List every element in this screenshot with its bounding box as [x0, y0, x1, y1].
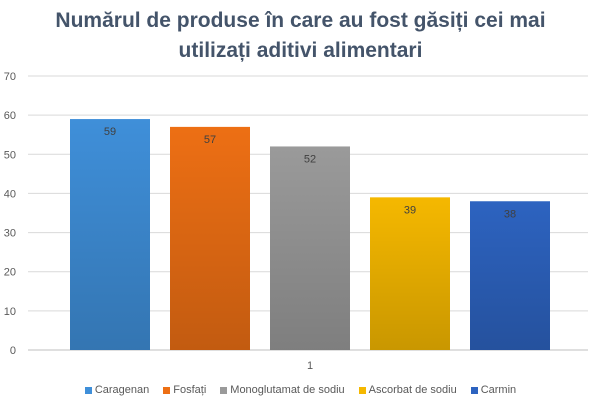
- chart-title: Numărul de produse în care au fost găsiț…: [0, 6, 601, 66]
- data-labels: 59 57 52 39 38: [104, 126, 516, 220]
- data-label: 57: [204, 134, 216, 146]
- legend-swatch: [163, 386, 171, 394]
- bar-shade: [370, 197, 450, 350]
- bar-shade: [270, 146, 350, 350]
- legend-item: Ascorbat de sodiu: [358, 384, 457, 396]
- legend-swatch: [470, 386, 478, 394]
- bars: [70, 119, 550, 350]
- bar-shade: [470, 201, 550, 350]
- legend-item: Fosfați: [163, 384, 206, 396]
- legend-swatch: [358, 386, 366, 394]
- bar-shade: [70, 119, 150, 350]
- y-tick-label: 0: [10, 345, 16, 357]
- y-tick-label: 20: [4, 267, 16, 279]
- legend-item: Monoglutamat de sodiu: [220, 384, 345, 396]
- chart-title-line-2: utilizați aditivi alimentari: [178, 39, 423, 62]
- y-tick-label: 30: [4, 228, 16, 240]
- y-tick-label: 60: [4, 110, 16, 122]
- legend-label: Ascorbat de sodiu: [368, 384, 457, 396]
- data-label: 52: [304, 153, 316, 165]
- legend-swatch: [220, 386, 228, 394]
- legend-label: Caragenan: [94, 384, 150, 396]
- bar-shade: [170, 126, 250, 350]
- y-tick-label: 70: [4, 71, 16, 83]
- y-axis-ticks: 0 10 20 30 40 50 60 70: [4, 71, 16, 357]
- legend-label: Fosfați: [173, 384, 207, 396]
- data-label: 38: [504, 208, 516, 220]
- y-tick-label: 10: [4, 306, 16, 318]
- y-tick-label: 50: [4, 149, 16, 161]
- chart-title-line-1: Numărul de produse în care au fost găsiț…: [55, 9, 546, 32]
- x-tick-label: 1: [307, 360, 313, 372]
- data-label: 59: [104, 126, 116, 138]
- data-label: 39: [404, 204, 416, 216]
- legend: Caragenan Fosfați Monoglutamat de sodiu Asc…: [0, 384, 601, 396]
- legend-item: Carmin: [470, 384, 517, 396]
- x-axis: 1: [307, 360, 313, 372]
- legend-swatch: [84, 386, 92, 394]
- y-tick-label: 40: [4, 188, 16, 200]
- legend-label: Carmin: [480, 384, 517, 396]
- legend-label: Monoglutamat de sodiu: [230, 384, 345, 396]
- legend-item: Caragenan: [84, 384, 150, 396]
